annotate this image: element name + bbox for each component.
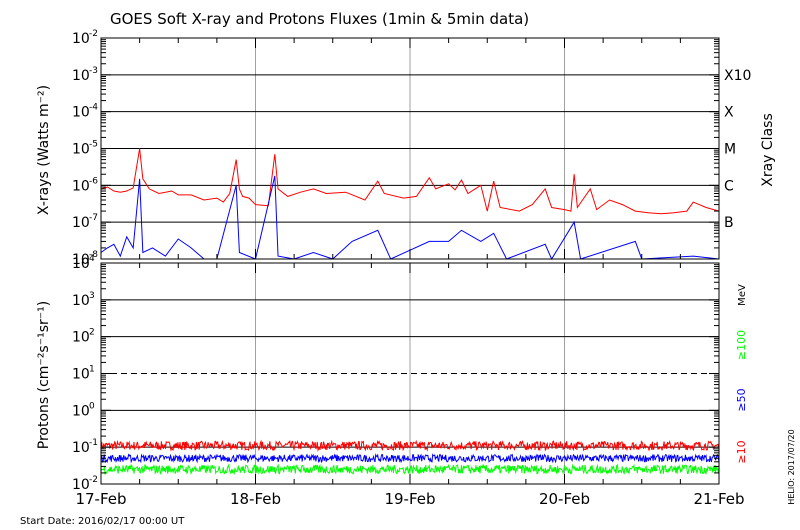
y-tick-exponent: 0 <box>89 401 95 411</box>
x-tick-label: 21-Feb <box>693 490 744 508</box>
xray-y-tick-label: 10 -4 <box>72 103 98 121</box>
proton-series-green <box>100 463 720 476</box>
proton-y-tick-label: 10 -2 <box>72 475 98 493</box>
x-tick-label: 18-Feb <box>230 490 281 508</box>
y-tick-exponent: -4 <box>89 103 98 113</box>
proton-legend-red: ≥10 <box>735 440 748 463</box>
xray-y-tick-label: 10 -2 <box>72 29 98 47</box>
xray-y-tick-label: 10 -6 <box>72 176 98 194</box>
proton-y-tick-label: 10 3 <box>72 291 95 309</box>
y-tick-mantissa: 10 <box>72 293 90 309</box>
proton-units-label: MeV <box>737 284 748 306</box>
y-tick-mantissa: 10 <box>72 105 90 121</box>
y-tick-exponent: 2 <box>89 328 95 338</box>
proton-y-axis-label: Protons (cm⁻²s⁻¹sr⁻¹) <box>36 301 52 450</box>
y-tick-mantissa: 10 <box>72 142 90 158</box>
proton-y-tick-label: 10 1 <box>72 365 95 383</box>
proton-legend-green: ≥100 <box>735 330 748 360</box>
x-tick-label: 20-Feb <box>539 490 590 508</box>
xray-y-tick-label: 10 -8 <box>72 250 98 268</box>
y-tick-exponent: -1 <box>89 438 98 448</box>
y-tick-mantissa: 10 <box>72 256 90 272</box>
proton-y-tick-label: 10 -1 <box>72 438 98 456</box>
xray-class-label: X <box>724 105 734 121</box>
xray-class-label: B <box>724 215 734 231</box>
y-tick-mantissa: 10 <box>72 440 90 456</box>
y-tick-exponent: -5 <box>89 140 98 150</box>
proton-y-tick-label: 10 4 <box>72 254 95 272</box>
xray-class-label: C <box>724 178 734 194</box>
x-tick-label: 19-Feb <box>384 490 435 508</box>
y-tick-exponent: -6 <box>89 176 98 186</box>
xray-y-tick-label: 10 -7 <box>72 213 98 231</box>
y-tick-exponent: 1 <box>89 365 95 375</box>
y-tick-mantissa: 10 <box>72 31 90 47</box>
y-tick-mantissa: 10 <box>72 330 90 346</box>
x-tick-label: 17-Feb <box>75 490 126 508</box>
y-tick-mantissa: 10 <box>72 477 90 493</box>
proton-series-blue <box>100 453 720 464</box>
proton-y-tick-label: 10 0 <box>72 401 95 419</box>
y-tick-exponent: -8 <box>89 250 98 260</box>
xray-y-tick-label: 10 -3 <box>72 66 98 84</box>
start-date-label: Start Date: 2016/02/17 00:00 UT <box>20 516 185 527</box>
chart-title: GOES Soft X-ray and Protons Fluxes (1min… <box>110 10 529 28</box>
xray-class-label: X10 <box>724 68 751 84</box>
y-tick-exponent: 4 <box>89 254 95 264</box>
y-tick-mantissa: 10 <box>72 178 90 194</box>
credit-label: HELIO: 2017/07/20 <box>787 429 796 504</box>
y-tick-exponent: 3 <box>89 291 95 301</box>
proton-y-tick-label: 10 2 <box>72 328 95 346</box>
y-tick-mantissa: 10 <box>72 252 90 268</box>
proton-legend-blue: ≥50 <box>735 388 748 411</box>
y-tick-mantissa: 10 <box>72 68 90 84</box>
y-tick-exponent: -3 <box>89 66 98 76</box>
xray-class-axis-label: Xray Class <box>760 113 776 187</box>
xray-series-red <box>100 148 720 215</box>
y-tick-exponent: -2 <box>89 475 98 485</box>
y-tick-mantissa: 10 <box>72 367 90 383</box>
proton-series-red <box>100 439 720 452</box>
y-tick-mantissa: 10 <box>72 403 90 419</box>
y-tick-exponent: -2 <box>89 29 98 39</box>
y-tick-exponent: -7 <box>89 213 98 223</box>
y-tick-mantissa: 10 <box>72 215 90 231</box>
xray-class-label: M <box>724 142 736 158</box>
xray-y-tick-label: 10 -5 <box>72 140 98 158</box>
xray-y-axis-label: X-rays (Watts m⁻²) <box>36 85 52 215</box>
